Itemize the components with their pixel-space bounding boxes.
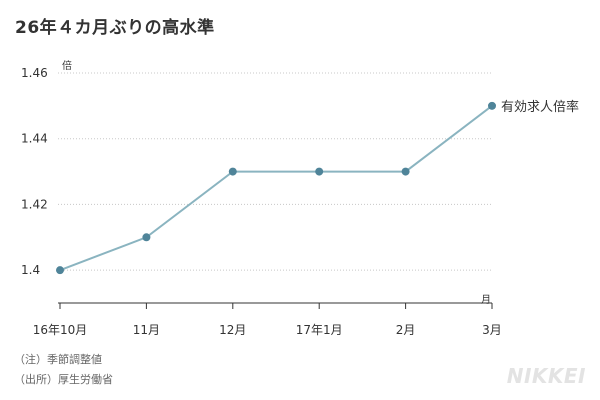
y-tick-label: 1.42 <box>21 197 48 211</box>
chart-labels: 倍月 有効求人倍率 <box>62 59 579 306</box>
series-label: 有効求人倍率 <box>501 99 579 115</box>
series-line-path <box>59 105 493 272</box>
nikkei-logo: NIKKEI <box>506 364 586 388</box>
x-tick-label: 17年1月 <box>296 323 343 337</box>
x-tick-label: 16年10月 <box>33 323 88 337</box>
series-line <box>56 101 496 275</box>
gridlines <box>58 72 492 271</box>
x-tick-label: 3月 <box>482 323 502 337</box>
data-point <box>228 167 237 176</box>
data-point <box>401 167 410 176</box>
data-point <box>315 167 324 176</box>
note-seasonal-adjustment: （注）季節調整値 <box>14 353 102 366</box>
data-point <box>142 233 151 242</box>
y-tick-label: 1.46 <box>21 66 48 80</box>
y-unit-label: 倍 <box>62 59 72 72</box>
y-tick-label: 1.4 <box>21 263 40 277</box>
y-tick-labels: 1.4 1.42 1.44 1.46 <box>21 66 48 277</box>
x-tick-label: 12月 <box>219 323 246 337</box>
note-source: （出所）厚生労働省 <box>14 373 113 386</box>
x-unit-label: 月 <box>481 294 491 306</box>
y-tick-label: 1.44 <box>21 132 48 146</box>
x-tick-labels: 16年10月 11月 12月 17年1月 2月 3月 <box>33 323 502 337</box>
x-tick-label: 2月 <box>396 323 416 337</box>
x-tick-label: 11月 <box>133 323 160 337</box>
data-point <box>56 266 64 275</box>
x-axis <box>58 302 493 309</box>
chart-title: 26年４カ月ぶりの高水準 <box>15 18 215 38</box>
data-point <box>488 101 496 110</box>
